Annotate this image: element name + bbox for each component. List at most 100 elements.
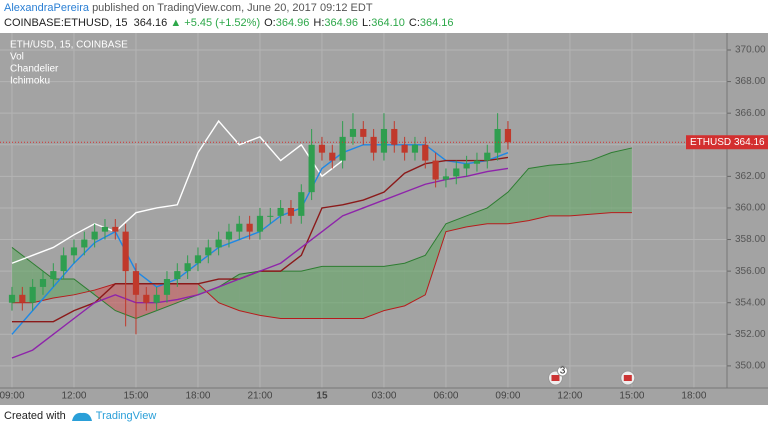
publish-line: AlexandraPereira published on TradingVie… <box>4 2 373 14</box>
change: ▲ +5.45 (+1.52%) <box>170 17 261 29</box>
candle-body <box>411 144 419 153</box>
candle-body <box>225 231 233 240</box>
chart: 350.00 352.00 354.00 356.00 358.00 360.00 362.… <box>0 33 768 405</box>
cloud-segment <box>549 163 570 216</box>
candle-body <box>484 152 491 161</box>
symbol-line: COINBASE:ETHUSD, 15 364.16 ▲ +5.45 (+1.5… <box>4 17 454 29</box>
cloud-span-a <box>11 147 633 320</box>
candle-body <box>205 247 212 256</box>
candle-body <box>453 168 460 177</box>
ohlc-item: H:364.96 <box>313 17 358 29</box>
x-tick-label: 06:00 <box>433 391 458 402</box>
candle-body <box>473 160 481 164</box>
y-tick-label: 366.00 <box>735 108 766 119</box>
event-count: 3 <box>560 366 566 377</box>
x-tick-label: 09:00 <box>0 391 25 402</box>
ohlc-label: O: <box>264 17 276 29</box>
candle-body <box>70 247 78 256</box>
candle-body <box>308 144 315 193</box>
candle-body <box>194 255 202 264</box>
cloud-segment <box>466 207 488 227</box>
cloud-segment <box>53 279 74 298</box>
candle-body <box>329 152 336 161</box>
cloud-segment <box>383 263 405 311</box>
ohlc-label: L: <box>362 17 372 29</box>
candle-body <box>380 128 388 153</box>
cloud-segment <box>301 266 322 319</box>
cloud-segment <box>259 271 281 319</box>
cloud-segment <box>321 266 343 319</box>
y-tick-label: 350.00 <box>735 361 766 372</box>
ohlc-value: 364.96 <box>275 17 310 29</box>
brand[interactable]: TradingView <box>95 410 157 422</box>
x-tick-label: 09:00 <box>495 391 520 402</box>
candle-body <box>463 163 470 169</box>
logo <box>72 412 92 421</box>
last-price-label: 364.16 <box>734 137 765 148</box>
cloud-segment <box>487 192 508 224</box>
candle-body <box>8 294 16 303</box>
ohlc-item: O:364.96 <box>264 17 309 29</box>
x-tick-label: 18:00 <box>185 391 210 402</box>
event-badge <box>556 365 568 377</box>
cloud-segment <box>280 271 302 319</box>
ohlc-label: H: <box>313 17 325 29</box>
candle-body <box>215 239 222 248</box>
candle-body <box>391 128 398 145</box>
candle-body <box>422 144 429 161</box>
x-tick-label: 12:00 <box>557 391 582 402</box>
publisher[interactable]: AlexandraPereira <box>4 2 89 14</box>
flag-stripe <box>551 375 560 381</box>
cloud-segment <box>569 160 591 216</box>
x-tick-label: 15:00 <box>123 391 148 402</box>
x-tick-label: 12:00 <box>61 391 86 402</box>
candle-body <box>236 223 243 232</box>
y-tick-label: 370.00 <box>735 45 766 56</box>
candle-body <box>298 192 305 216</box>
cloud-segment <box>218 274 240 311</box>
y-tick-label: 352.00 <box>735 329 766 340</box>
last-label: ETHUSD <box>690 137 731 148</box>
candle-body <box>442 176 450 180</box>
candle-body <box>50 271 57 280</box>
cloud-segment <box>425 223 446 295</box>
ohlc-value: 364.10 <box>371 17 405 29</box>
candle-body <box>349 128 357 137</box>
ohlc-item: C:364.16 <box>409 17 454 29</box>
candle-body <box>91 231 98 240</box>
cloud-segment <box>342 266 364 319</box>
candle-body <box>432 160 439 180</box>
x-tick-label: 03:00 <box>371 391 396 402</box>
candle-body <box>287 207 295 216</box>
candle-body <box>504 128 512 143</box>
legend-label: ETH/USD, 15, COINBASE <box>10 40 128 51</box>
candle-body <box>339 136 346 161</box>
last-price-box <box>686 135 768 150</box>
candle-body <box>184 263 191 272</box>
candle-body <box>29 286 36 303</box>
ohlc: O:364.96 H:364.96 L:364.10 C:364.16 <box>260 17 453 29</box>
candle-body <box>60 255 67 272</box>
candle-body <box>39 279 47 287</box>
candle-body <box>256 215 264 232</box>
created: Created with <box>4 410 66 422</box>
flag-stripe <box>623 375 632 381</box>
x-tick-label: 15 <box>316 391 328 402</box>
legend-label: Chandelier <box>10 64 59 75</box>
indicator-line <box>11 167 509 359</box>
candle-body <box>122 231 129 272</box>
x-tick-label: 21:00 <box>247 391 272 402</box>
candle-body <box>163 279 171 295</box>
candle-body <box>143 294 150 303</box>
cloud-segment <box>507 168 529 224</box>
footer: Created with TradingView <box>4 410 156 422</box>
candle-body <box>318 144 326 153</box>
candle-body <box>267 215 274 217</box>
candle-body <box>19 294 26 303</box>
indicator-line <box>11 119 344 264</box>
cloud-segment <box>94 283 116 311</box>
candle-body <box>246 223 253 232</box>
y-tick-label: 360.00 <box>735 203 766 214</box>
cloud-segment <box>404 255 426 306</box>
